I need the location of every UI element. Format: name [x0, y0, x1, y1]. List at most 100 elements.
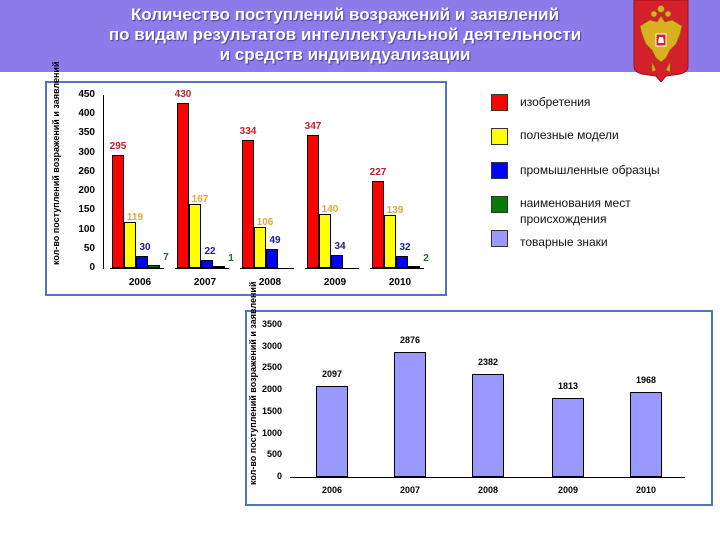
data-label: 334 [239, 125, 257, 137]
bar-2010-1 [384, 214, 396, 268]
legend-label-trademarks: товарные знаки [520, 235, 608, 249]
x-axis-segment [305, 268, 359, 269]
bar-2008-0 [242, 139, 254, 268]
data-label: 295 [109, 140, 127, 152]
bar-2010-3 [408, 266, 420, 268]
data-label: 7 [163, 252, 169, 264]
legend-label-appellations-line2: происхождения [520, 212, 607, 226]
y-tick-label: 0 [89, 262, 95, 273]
x-tick-label: 2006 [321, 485, 343, 495]
y-tick-label: 350 [78, 127, 95, 139]
bar-2006-2 [136, 256, 148, 268]
legend-swatch-inventions [491, 94, 508, 111]
bar-2006-0 [112, 154, 124, 268]
russian-coat-of-arms-icon [633, 0, 689, 82]
x-tick-label: 2008 [258, 277, 282, 288]
y-tick-label: 2500 [261, 362, 282, 373]
bar-2007 [394, 352, 426, 477]
x-tick-label: 2010 [635, 485, 657, 495]
y-tick-label: 500 [266, 449, 282, 460]
legend-swatch-industrial-designs [491, 162, 508, 179]
legend-label-appellations-line1: наименования мест [520, 196, 631, 210]
y-tick-label: 400 [78, 108, 95, 120]
y-tick-label: 260 [78, 165, 95, 177]
data-label: 167 [191, 193, 209, 205]
top-chart-ylabel-text: кол-во поступлений возражений и заявлени… [51, 61, 61, 266]
data-label: 2 [423, 253, 429, 264]
bar-2008 [472, 373, 504, 477]
page-title: Количество поступлений возражений и заяв… [0, 5, 690, 65]
bar-2008-2 [266, 249, 278, 268]
legend-label-inventions: изобретения [520, 95, 591, 109]
x-axis-segment [175, 268, 229, 269]
y-tick-label: 1500 [261, 405, 282, 416]
data-label: 106 [256, 217, 274, 229]
title-line-2: по видам результатов интеллектуальной де… [108, 25, 582, 44]
x-tick-label: 2006 [128, 277, 152, 288]
y-tick-label: 450 [78, 89, 95, 100]
x-tick-label: 2009 [557, 485, 579, 495]
x-tick-label: 2007 [193, 277, 217, 288]
x-tick-label: 2009 [323, 277, 347, 288]
x-axis-segment [370, 268, 424, 269]
data-label: 347 [304, 120, 322, 132]
y-tick-label: 3500 [261, 319, 282, 329]
bar-2008-1 [254, 227, 266, 268]
y-tick-label: 1000 [261, 427, 282, 438]
legend-swatch-appellations-of-origin [491, 196, 508, 213]
bar-2007-2 [201, 259, 213, 268]
data-label: 30 [139, 242, 151, 254]
data-label: 227 [369, 166, 387, 178]
x-axis-segment [240, 268, 294, 269]
data-label: 139 [386, 204, 404, 216]
y-tick-label: 150 [78, 204, 95, 216]
bar-2009-1 [319, 214, 331, 268]
legend-swatch-utility-models [491, 128, 508, 145]
top-chart-ylabel: кол-во поступлений возражений и заявлени… [51, 62, 62, 266]
x-axis-line [290, 477, 685, 478]
data-label: 22 [204, 245, 216, 257]
bar-2006-3 [148, 265, 160, 268]
bar-2007-1 [189, 203, 201, 268]
title-line-1: Количество поступлений возражений и заяв… [130, 5, 560, 24]
legend-label-utility-models: полезные модели [520, 128, 619, 142]
bar-2009-2 [331, 254, 343, 268]
bar-2009-0 [307, 134, 319, 268]
title-line-3: и средств индивидуализации [219, 45, 471, 64]
data-label: 1968 [635, 374, 657, 385]
bar-2006 [316, 385, 348, 477]
data-label: 1813 [557, 381, 579, 392]
y-tick-label: 300 [78, 146, 95, 158]
bar-2007-3 [213, 266, 225, 268]
bar-2010-0 [372, 180, 384, 268]
x-tick-label: 2008 [477, 485, 499, 495]
y-tick-label: 100 [78, 223, 95, 235]
y-axis-line [103, 95, 104, 269]
legend-label-industrial-designs: промышленные образцы [520, 163, 660, 177]
data-label: 2382 [477, 356, 499, 367]
y-tick-label: 0 [276, 471, 282, 481]
data-label: 49 [269, 235, 281, 247]
y-tick-label: 50 [83, 242, 95, 254]
x-tick-label: 2010 [388, 277, 412, 288]
y-tick-label: 200 [78, 185, 95, 197]
data-label: 430 [174, 88, 192, 100]
data-label: 2876 [399, 335, 421, 346]
data-label: 2097 [321, 368, 343, 379]
data-label: 1 [228, 253, 234, 264]
bar-2007-0 [177, 102, 189, 268]
bar-2010 [630, 391, 662, 477]
y-tick-label: 2000 [261, 384, 282, 395]
data-label: 140 [321, 204, 339, 216]
x-tick-label: 2007 [399, 485, 421, 495]
data-label: 32 [399, 241, 411, 253]
data-label: 34 [334, 240, 346, 252]
bar-2010-2 [396, 255, 408, 268]
x-axis-segment [110, 268, 164, 269]
bar-2009 [552, 398, 584, 477]
header-band: Количество поступлений возражений и заяв… [0, 0, 720, 72]
data-label: 119 [126, 212, 144, 224]
bar-2006-1 [124, 222, 136, 268]
y-tick-label: 3000 [261, 340, 282, 351]
legend-swatch-trademarks [491, 230, 508, 247]
